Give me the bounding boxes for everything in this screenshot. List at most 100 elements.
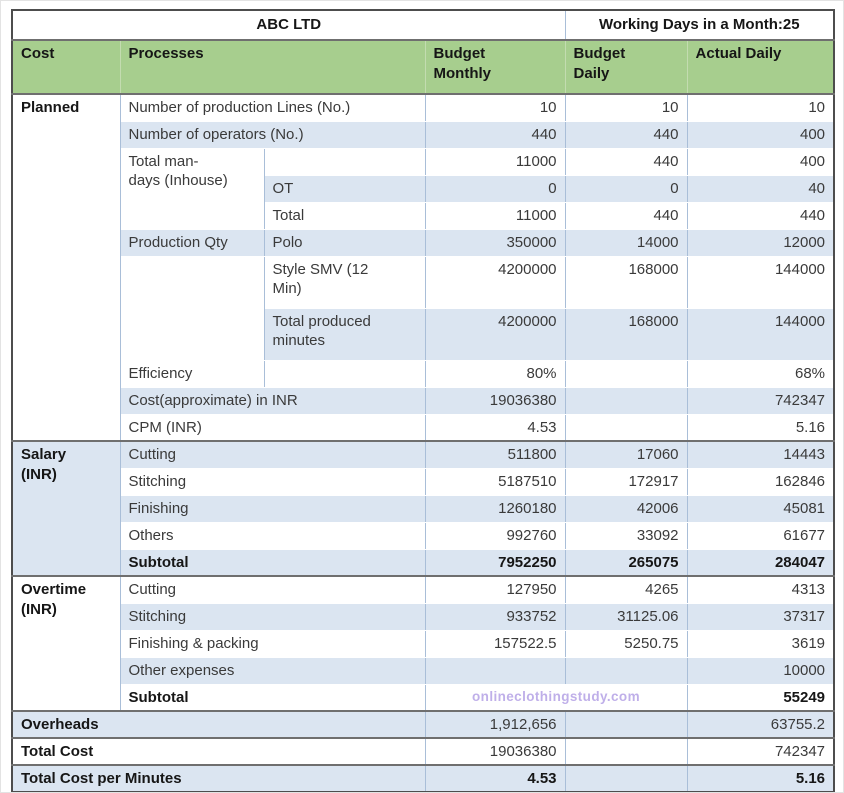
group-salary: Salary (INR)	[11, 440, 121, 577]
table-cell: 19036380	[424, 386, 566, 415]
table-cell	[263, 147, 426, 176]
table-cell: 40	[686, 174, 835, 203]
table-cell: 992760	[424, 521, 566, 550]
table-cell: 14443	[686, 440, 835, 469]
table-cell: 284047	[686, 548, 835, 577]
table-row: Planned Number of production Lines (No.) 1…	[11, 93, 835, 442]
table-cell: 144000	[686, 255, 835, 309]
table-cell	[564, 710, 688, 739]
table-cell: 10000	[686, 656, 835, 685]
table-row: Total man- days (Inhouse) 11000 440 400	[12, 147, 835, 230]
col-header-budget-daily: Budget Daily	[564, 39, 688, 95]
table-cell: 31125.06	[564, 602, 688, 631]
table-cell: 14000	[564, 228, 688, 257]
table-cell: 17060	[564, 440, 688, 469]
table-cell: 440	[564, 147, 688, 176]
table-row: Subtotal onlineclothingstudy.com 55249	[12, 683, 835, 712]
table-cell: 350000	[424, 228, 566, 257]
table-cell: Polo	[263, 228, 426, 257]
table-cell: 5.16	[686, 413, 835, 442]
table-cell: Cutting	[119, 575, 426, 604]
table-cell: 1,912,656	[424, 710, 566, 739]
table-cell: 1260180	[424, 494, 566, 523]
table-cell: 5250.75	[564, 629, 688, 658]
table-cell: 80%	[424, 359, 566, 388]
table-cell: 5187510	[424, 467, 566, 496]
table-row: Total Cost 19036380 742347	[11, 737, 835, 766]
row-total-cost-label: Total Cost	[11, 737, 426, 766]
table-row: Style SMV (12 Min) 4200000 168000 144000	[12, 255, 835, 361]
cost-table: ABC LTD Working Days in a Month:25 Cost Pro…	[11, 9, 836, 792]
table-row: OT 0 0 40	[12, 174, 835, 203]
group-planned: Planned	[11, 93, 121, 442]
table-cell: 45081	[686, 494, 835, 523]
table-cell: 5.16	[686, 764, 835, 792]
table-cell: 400	[686, 120, 835, 149]
table-cell: 168000	[564, 307, 688, 361]
table-cell: 742347	[686, 386, 835, 415]
table-cell: Total produced minutes	[263, 307, 426, 361]
table-cell: OT	[263, 174, 426, 203]
table-row: Cost(approximate) in INR 19036380 742347	[12, 386, 835, 415]
table-cell: 933752	[424, 602, 566, 631]
table-cell: Efficiency	[119, 359, 265, 388]
table-cell: 42006	[564, 494, 688, 523]
table-row: Overtime (INR) Cutting 127950 4265 4313	[11, 575, 835, 712]
table-cell: Stitching	[119, 467, 426, 496]
group-production-qty: Production Qty	[119, 228, 265, 257]
table-row: Stitching 5187510 172917 162846	[12, 467, 835, 496]
table-row: Finishing 1260180 42006 45081	[12, 494, 835, 523]
table-row: Stitching 933752 31125.06 37317	[12, 602, 835, 631]
table-cell: 742347	[686, 737, 835, 766]
table-cell: 68%	[686, 359, 835, 388]
table-cell	[564, 386, 688, 415]
table-cell: Others	[119, 521, 426, 550]
table-cell: 11000	[424, 201, 566, 230]
table-cell: Style SMV (12 Min)	[263, 255, 426, 309]
table-cell: 63755.2	[686, 710, 835, 739]
table-cell: 172917	[564, 467, 688, 496]
table-cell: 168000	[564, 255, 688, 309]
table-cell: 3619	[686, 629, 835, 658]
table-cell	[564, 656, 688, 685]
table-cell: 4.53	[424, 413, 566, 442]
table-cell: 162846	[686, 467, 835, 496]
table-row: CPM (INR) 4.53 5.16	[12, 413, 835, 442]
table-cell: Finishing & packing	[119, 629, 426, 658]
table-row: Other expenses 10000	[12, 656, 835, 685]
table-cell	[424, 656, 566, 685]
table-row: Finishing & packing 157522.5 5250.75 3619	[12, 629, 835, 658]
table-row: Total 11000 440 440	[12, 201, 835, 230]
table-cell: 12000	[686, 228, 835, 257]
table-row: Number of operators (No.) 440 440 400	[12, 120, 835, 149]
table-cell: Other expenses	[119, 656, 426, 685]
col-header-processes: Processes	[119, 39, 426, 95]
table-cell: 0	[424, 174, 566, 203]
table-cell: 11000	[424, 147, 566, 176]
col-header-actual-daily: Actual Daily	[686, 39, 835, 95]
watermark: onlineclothingstudy.com	[424, 683, 688, 712]
table-cell: 37317	[686, 602, 835, 631]
table-cell: 511800	[424, 440, 566, 469]
table-cell: Cutting	[119, 440, 426, 469]
table-cell: 440	[686, 201, 835, 230]
table-row: Efficiency 80% 68%	[12, 359, 835, 388]
group-overtime: Overtime (INR)	[11, 575, 121, 712]
table-cell	[564, 737, 688, 766]
table-cell: 4200000	[424, 307, 566, 361]
table-cell	[564, 359, 688, 388]
table-cell	[263, 359, 426, 388]
table-cell: 0	[564, 174, 688, 203]
table-cell: 10	[424, 93, 566, 122]
table-cell: 157522.5	[424, 629, 566, 658]
table-cell: Stitching	[119, 602, 426, 631]
salary-subtotal-label: Subtotal	[119, 548, 426, 577]
table-cell	[564, 413, 688, 442]
table-cell: 440	[564, 201, 688, 230]
col-header-budget-monthly: Budget Monthly	[424, 39, 566, 95]
table-cell	[564, 764, 688, 792]
table-cell: 55249	[686, 683, 835, 712]
table-cell: CPM (INR)	[119, 413, 426, 442]
table-cell: 19036380	[424, 737, 566, 766]
table-row: Salary (INR) Cutting 511800 17060 14443	[11, 440, 835, 577]
